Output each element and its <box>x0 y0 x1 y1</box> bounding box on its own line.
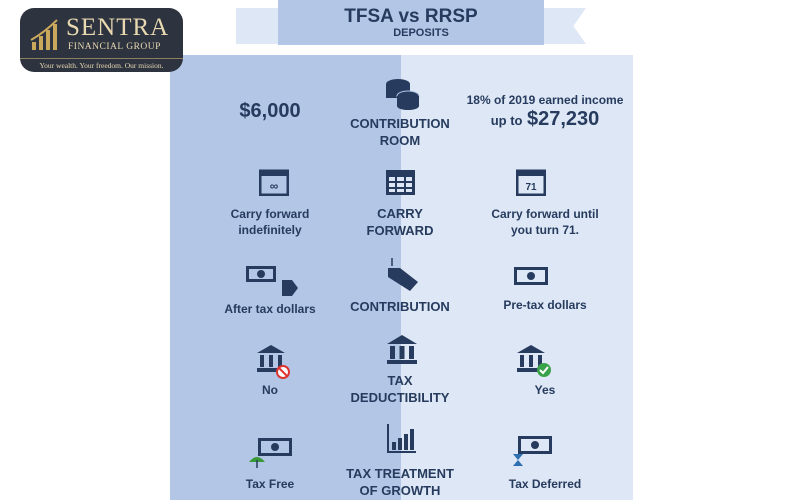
calendar-71-icon: 71 <box>516 169 546 196</box>
tfsa-tax-deductibility: No <box>262 383 278 397</box>
bank-no-icon <box>257 345 290 379</box>
logo: SENTRA FINANCIAL GROUP Your wealth. Your… <box>20 8 183 72</box>
label-line: TAX TREATMENT <box>346 466 454 481</box>
row-label-contribution: CONTRIBUTION <box>350 299 450 314</box>
bank-icon <box>387 335 417 364</box>
text-line: you turn 71. <box>510 223 579 237</box>
text-line: Carry forward until <box>491 207 599 221</box>
label-line: ROOM <box>379 133 421 148</box>
text-line: Carry forward <box>230 207 310 221</box>
growth-chart-icon <box>387 424 416 453</box>
cash-umbrella-icon <box>249 438 292 468</box>
rrsp-growth: Tax Deferred <box>508 477 582 491</box>
tfsa-contribution: After tax dollars <box>224 302 316 316</box>
page-title: TFSA vs RRSP <box>344 6 478 27</box>
page-subtitle: DEPOSITS <box>393 27 449 39</box>
row-label-carry-forward: CARRY FORWARD <box>330 205 470 239</box>
tfsa-carry-forward: Carry forward indefinitely <box>170 206 370 238</box>
label-line: FORWARD <box>366 223 434 238</box>
logo-sub: FINANCIAL GROUP <box>68 42 161 52</box>
label-line: DEDUCTIBILITY <box>350 390 450 405</box>
text-line: indefinitely <box>238 223 302 237</box>
calendar-number: 71 <box>525 182 537 193</box>
cash-icon <box>514 267 548 285</box>
logo-name: SENTRA <box>66 14 170 41</box>
rrsp-contribution-amount: up to $27,230 <box>460 108 630 131</box>
svg-text:∞: ∞ <box>270 179 279 193</box>
rrsp-contribution-line1: 18% of 2019 earned income <box>466 93 624 107</box>
logo-chart-icon <box>30 19 58 50</box>
label-line: CONTRIBUTION <box>350 116 450 131</box>
rrsp-contribution: Pre-tax dollars <box>503 298 587 312</box>
label-line: CARRY <box>377 206 423 221</box>
header-ribbon <box>278 0 544 45</box>
calendar-icon <box>386 170 415 195</box>
cash-hourglass-icon <box>513 436 552 466</box>
row-label-tax-treatment: TAX TREATMENT OF GROWTH <box>330 465 470 499</box>
label-line: OF GROWTH <box>359 483 441 498</box>
rrsp-tax-deductibility: Yes <box>534 383 556 397</box>
calendar-infinity-icon: ∞ <box>259 169 289 196</box>
rrsp-amount: $27,230 <box>526 108 600 130</box>
price-tag-icon <box>388 258 418 291</box>
rrsp-carry-forward: Carry forward until you turn 71. <box>460 206 630 238</box>
tfsa-growth: Tax Free <box>245 477 295 491</box>
row-label-tax-deductibility: TAX DEDUCTIBILITY <box>330 372 470 406</box>
ribbon-right-tail <box>544 8 586 44</box>
money-tag-icon <box>246 266 298 296</box>
rrsp-prefix: up to <box>490 113 523 128</box>
tfsa-column-bg <box>170 55 401 500</box>
bank-yes-icon <box>517 345 551 377</box>
tfsa-contribution-room: $6,000 <box>239 100 301 122</box>
label-line: TAX <box>387 373 413 388</box>
logo-tagline: Your wealth. Your freedom. Our mission. <box>20 58 183 70</box>
coins-icon <box>386 79 420 110</box>
row-label-contribution-room: CONTRIBUTION ROOM <box>330 115 470 149</box>
